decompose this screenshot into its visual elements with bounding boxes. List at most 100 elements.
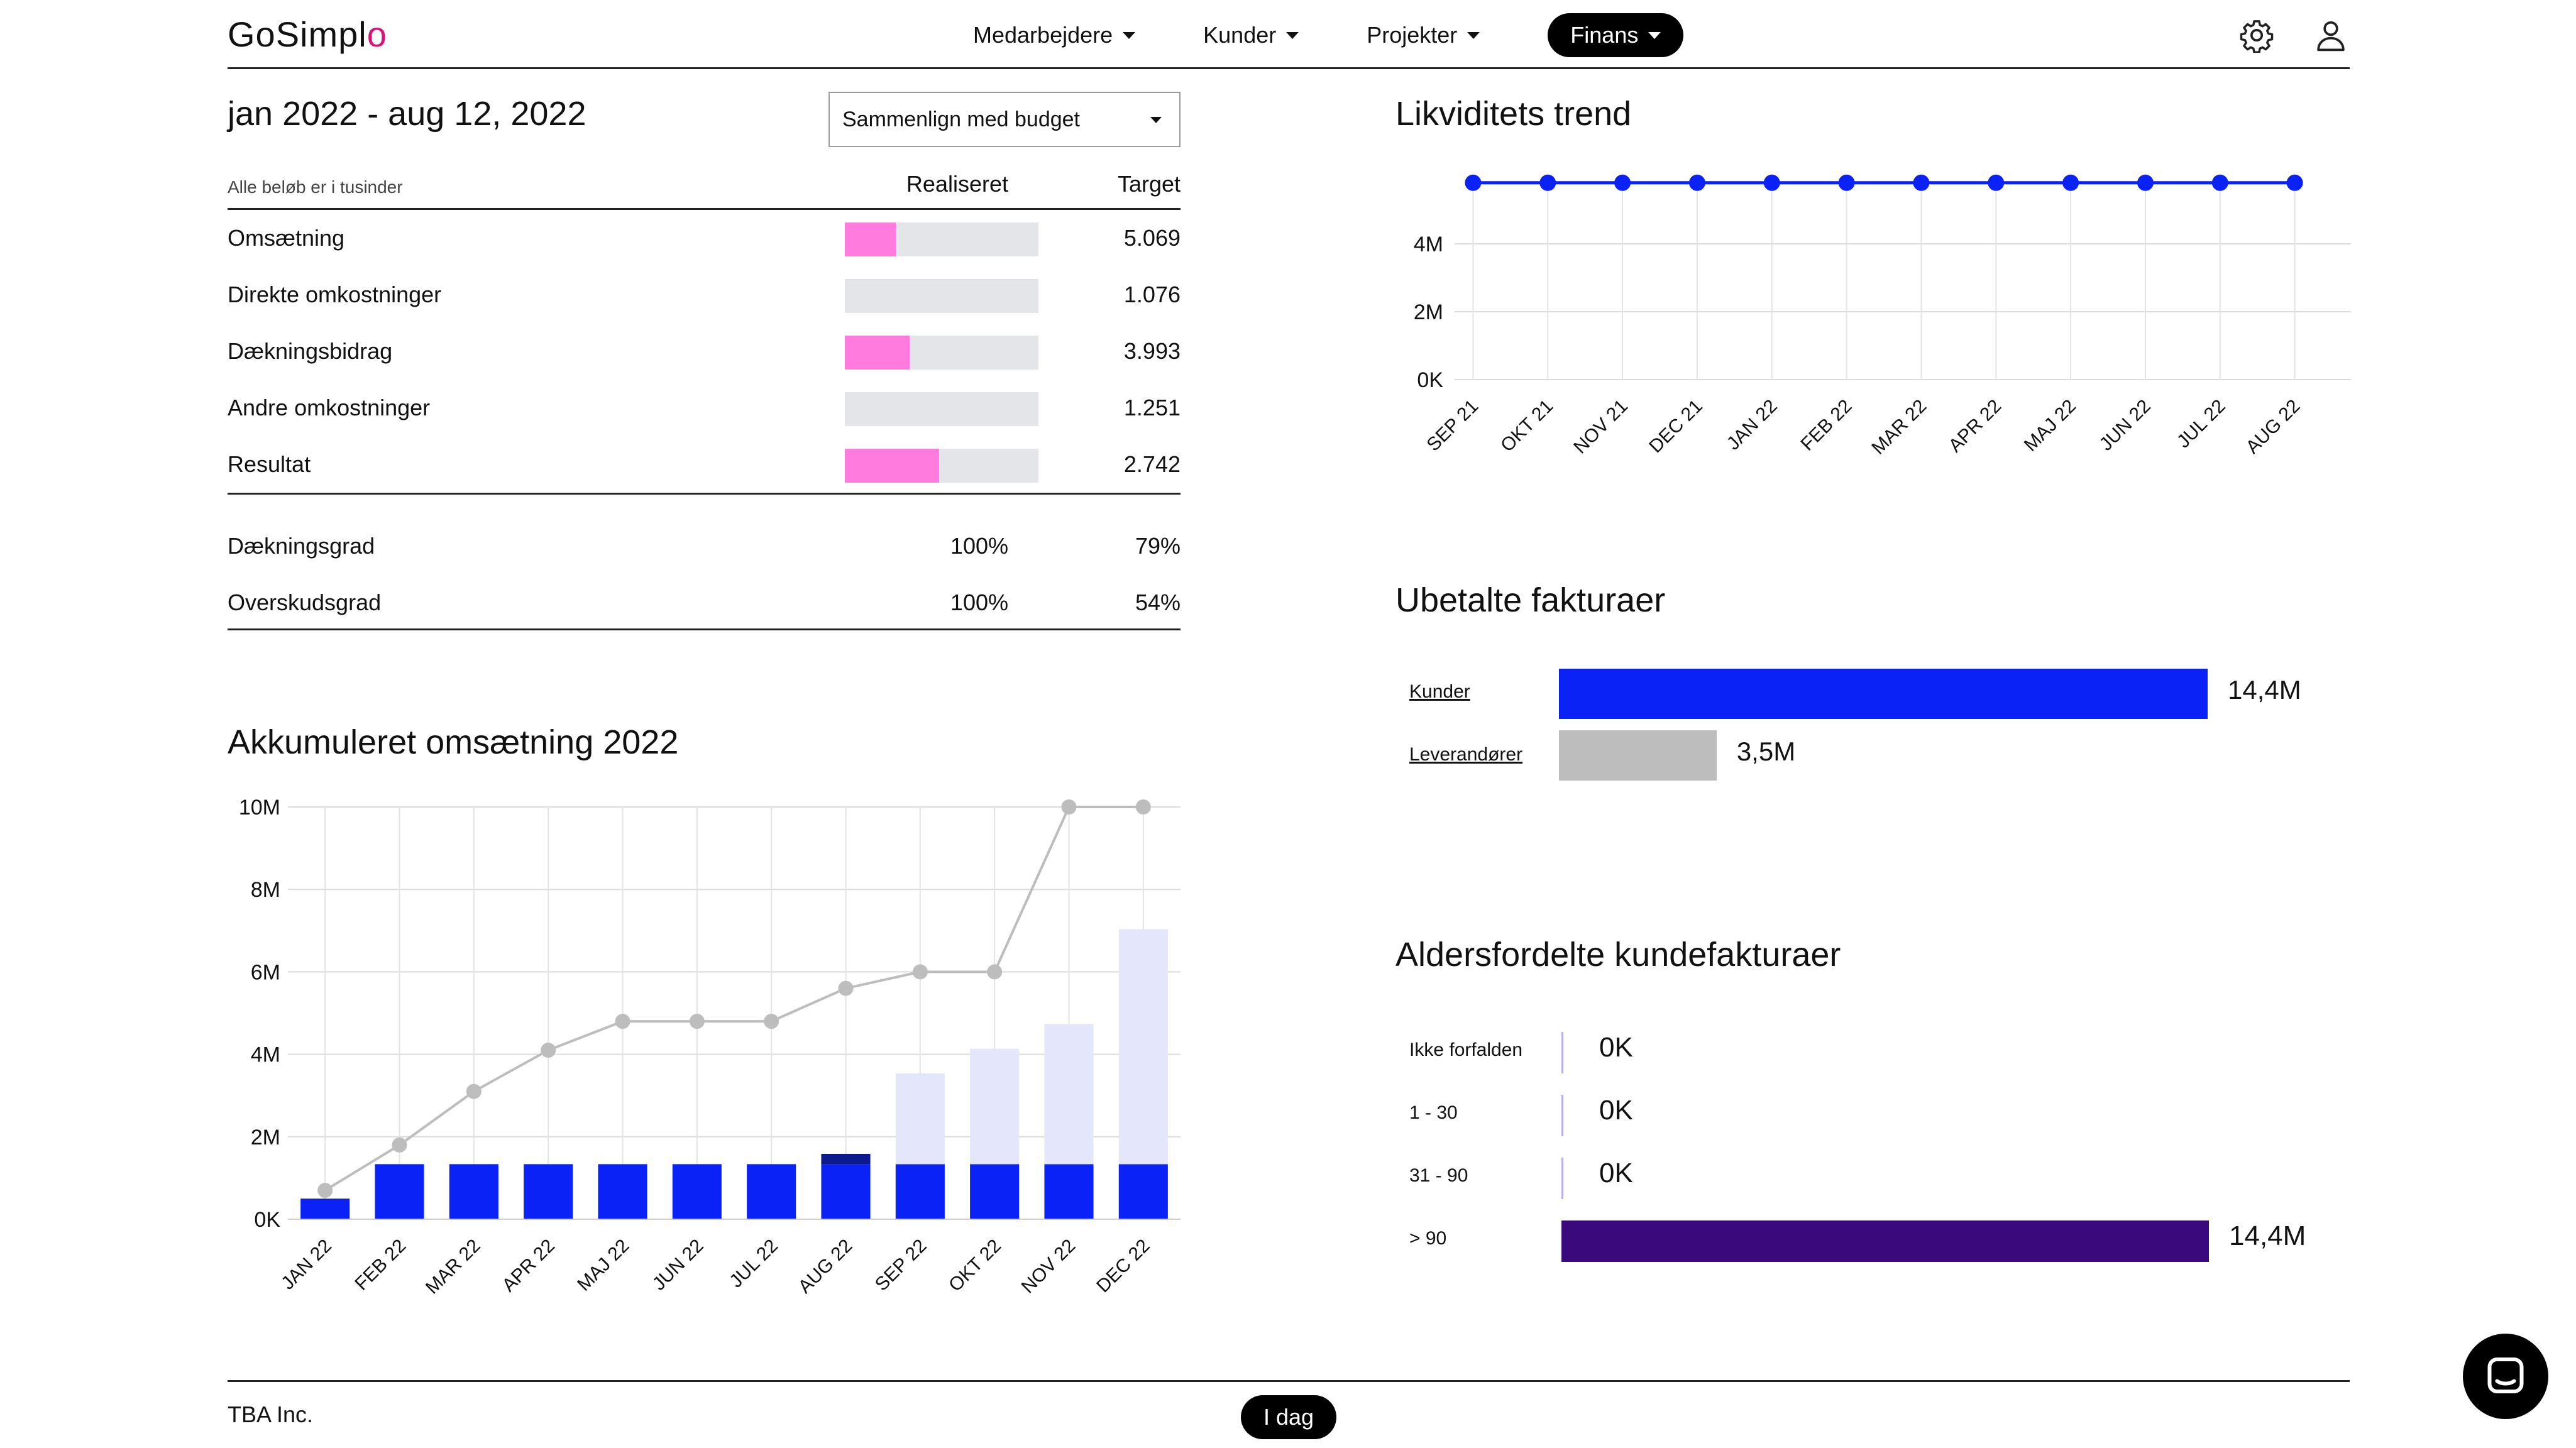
top-header: GoSimplo Medarbejdere Kunder Projekter F…	[228, 0, 2350, 69]
data-point[interactable]	[912, 964, 928, 980]
bar[interactable]	[821, 1164, 871, 1219]
row-target: 2.742	[1123, 451, 1181, 477]
y-tick-label: 4M	[1414, 233, 1443, 256]
bar[interactable]	[449, 1164, 498, 1219]
x-tick-label: MAJ 22	[573, 1236, 633, 1295]
bar[interactable]	[375, 1164, 424, 1219]
data-point[interactable]	[466, 1083, 482, 1099]
data-point[interactable]	[1913, 174, 1930, 191]
data-point[interactable]	[392, 1137, 407, 1153]
unpaid-bar-leverandorer[interactable]	[1559, 730, 1717, 781]
bar[interactable]	[970, 1048, 1020, 1165]
nav-medarbejdere[interactable]: Medarbejdere	[973, 22, 1136, 48]
x-tick-label: JAN 22	[277, 1236, 336, 1294]
unpaid-label-kunder[interactable]: Kunder	[1409, 681, 1470, 702]
aging-title: Aldersfordelte kundefakturaer	[1395, 936, 1841, 974]
bar[interactable]	[970, 1164, 1020, 1219]
y-tick-label: 6M	[251, 960, 280, 984]
today-button[interactable]: I dag	[1241, 1395, 1336, 1439]
x-tick-label: APR 22	[1945, 396, 2005, 456]
row-target: 1.251	[1123, 395, 1181, 420]
series-line	[324, 806, 1143, 1192]
data-point[interactable]	[2137, 174, 2154, 191]
unpaid-bar-kunder[interactable]	[1559, 669, 2208, 719]
bar[interactable]	[598, 1164, 647, 1219]
nav-kunder[interactable]: Kunder	[1203, 22, 1299, 48]
data-point[interactable]	[1988, 174, 2005, 191]
row-real: 100%	[950, 533, 1008, 559]
bar[interactable]	[1044, 1164, 1094, 1219]
bar[interactable]	[821, 1153, 871, 1165]
row-label: Andre omkostninger	[228, 395, 431, 420]
ratio-row: Dækningsgrad 100% 79%	[228, 518, 1181, 574]
row-label: Direkte omkostninger	[228, 282, 442, 307]
data-point[interactable]	[987, 964, 1003, 980]
nav-finans[interactable]: Finans	[1548, 13, 1684, 57]
data-point[interactable]	[1465, 174, 1482, 191]
x-tick-label: APR 22	[498, 1236, 559, 1296]
bar[interactable]	[300, 1198, 350, 1219]
liq-chart-title: Likviditets trend	[1395, 95, 1632, 133]
divider	[228, 628, 1181, 630]
row-label: Dækningsgrad	[228, 533, 375, 559]
bar[interactable]	[1044, 1024, 1094, 1165]
data-point[interactable]	[615, 1014, 630, 1029]
gear-icon[interactable]	[2239, 18, 2274, 53]
row-label: Omsætning	[228, 225, 345, 251]
data-point[interactable]	[2211, 174, 2228, 191]
data-point[interactable]	[1135, 799, 1151, 814]
bar[interactable]	[895, 1073, 945, 1165]
data-point[interactable]	[1688, 174, 1705, 191]
data-point[interactable]	[689, 1014, 705, 1029]
data-point[interactable]	[1614, 174, 1631, 191]
col-realiseret: Realiseret	[906, 171, 1008, 197]
bar[interactable]	[747, 1164, 796, 1219]
data-point[interactable]	[838, 980, 854, 996]
x-tick-label: AUG 22	[2242, 396, 2304, 458]
x-tick-label: MAR 22	[422, 1236, 485, 1298]
bar[interactable]	[672, 1164, 722, 1219]
x-tick-label: OKT 22	[945, 1236, 1005, 1296]
x-tick-label: JUN 22	[2096, 396, 2155, 455]
summary-table-header: Alle beløb er i tusinder Realiseret Targ…	[228, 165, 1181, 210]
aging-bar-empty	[1561, 1095, 1563, 1136]
company-name: TBA Inc.	[228, 1401, 314, 1427]
logo[interactable]: GoSimplo	[228, 14, 387, 54]
x-tick-label: JUL 22	[2173, 396, 2230, 452]
aging-label: Ikke forfalden	[1409, 1039, 1523, 1060]
chevron-down-icon	[1467, 31, 1480, 39]
data-point[interactable]	[1539, 174, 1556, 191]
compare-select[interactable]: Sammenlign med budget	[828, 92, 1181, 147]
aging-label: 1 - 30	[1409, 1102, 1458, 1123]
bar[interactable]	[1118, 929, 1168, 1165]
bar[interactable]	[895, 1164, 945, 1219]
divider	[228, 493, 1181, 495]
data-point[interactable]	[2286, 174, 2303, 191]
data-point[interactable]	[317, 1183, 333, 1198]
row-target: 1.076	[1123, 282, 1181, 307]
amounts-note: Alle beløb er i tusinder	[228, 177, 403, 197]
bar[interactable]	[1118, 1164, 1168, 1219]
x-tick-label: DEC 22	[1093, 1236, 1154, 1297]
data-point[interactable]	[1838, 174, 1855, 191]
aging-bar[interactable]	[1561, 1220, 2209, 1262]
summary-row: Resultat 1.336 2.742	[228, 436, 1181, 493]
data-point[interactable]	[541, 1043, 556, 1058]
bar[interactable]	[524, 1164, 573, 1219]
chevron-down-icon	[1150, 117, 1162, 123]
x-tick-label: JUL 22	[725, 1236, 782, 1292]
data-point[interactable]	[2062, 174, 2079, 191]
unpaid-label-leverandorer[interactable]: Leverandører	[1409, 744, 1523, 765]
x-tick-label: JUN 22	[649, 1236, 708, 1295]
data-point[interactable]	[1061, 799, 1077, 814]
data-point[interactable]	[764, 1014, 779, 1029]
x-tick-label: DEC 21	[1645, 396, 1707, 458]
chat-button[interactable]	[2463, 1334, 2548, 1419]
summary-row: Direkte omkostninger 0 1.076	[228, 266, 1181, 323]
nav-projekter[interactable]: Projekter	[1367, 22, 1480, 48]
data-point[interactable]	[1763, 174, 1780, 191]
aging-value: 0K	[1599, 1158, 1633, 1188]
y-tick-label: 2M	[251, 1126, 280, 1149]
col-target: Target	[1117, 171, 1181, 197]
user-icon[interactable]	[2313, 18, 2348, 53]
